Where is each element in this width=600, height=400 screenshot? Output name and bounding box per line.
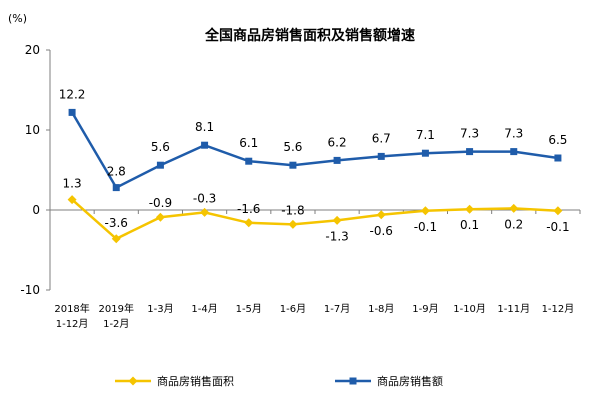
legend-label: 商品房销售额 — [377, 374, 443, 388]
data-label: -1.8 — [281, 203, 304, 217]
x-tick-label: 1-4月 — [191, 303, 217, 315]
series-line — [71, 111, 559, 190]
data-point — [510, 148, 518, 156]
legend-marker — [349, 377, 357, 385]
data-point — [112, 184, 120, 192]
data-point — [111, 234, 121, 244]
data-label: -0.3 — [193, 191, 216, 205]
legend: 商品房销售面积 商品房销售额 — [115, 374, 443, 388]
legend-item: 商品房销售面积 — [115, 374, 234, 388]
data-point — [554, 154, 562, 162]
y-tick-label: 20 — [25, 43, 40, 57]
data-label: 0.1 — [460, 218, 479, 232]
series-line — [71, 198, 558, 241]
x-tick-label: 1-8月 — [368, 303, 394, 315]
x-tick-label: 1-7月 — [324, 303, 350, 315]
data-label: 8.1 — [195, 120, 214, 134]
x-tick-label: 1-12月 — [542, 303, 575, 315]
data-label: 6.2 — [328, 135, 347, 149]
data-label: 0.2 — [504, 217, 523, 231]
data-point — [288, 219, 298, 229]
data-point — [509, 203, 519, 213]
data-point — [244, 218, 254, 228]
data-label: 7.3 — [460, 127, 479, 141]
data-point — [67, 195, 77, 205]
series-group: 1.3 -3.6 -0.9 -0.3 -1.6 -1.8 -1.3 -0.6 -0.1 0.1 0.… — [59, 87, 570, 243]
data-point — [200, 207, 210, 217]
data-label: -0.6 — [370, 224, 393, 238]
axes — [49, 50, 580, 290]
x-tick-label: 2019年 1-2月 — [99, 302, 134, 330]
data-label: 12.2 — [59, 87, 86, 101]
data-label: -1.6 — [237, 202, 260, 216]
data-label: 7.1 — [416, 128, 435, 142]
data-point — [156, 161, 164, 169]
y-tick-label: 10 — [25, 123, 40, 137]
data-point — [245, 157, 253, 165]
x-axis-ticks: 2018年 1-12月 2019年 1-2月 1-3月 1-4月 1-5月 1-6月 1-7月 1… — [49, 210, 581, 330]
data-point — [377, 152, 385, 160]
legend-marker — [128, 376, 138, 386]
data-point — [465, 204, 475, 214]
data-point — [420, 206, 430, 216]
legend-label: 商品房销售面积 — [157, 374, 234, 388]
x-tick-label: 1-5月 — [236, 303, 262, 315]
data-label: 6.1 — [239, 136, 258, 150]
data-point — [289, 161, 297, 169]
data-point — [553, 206, 563, 216]
x-tick-label: 1-3月 — [147, 303, 173, 315]
data-label: -0.1 — [414, 220, 437, 234]
x-tick-label: 1-6月 — [280, 303, 306, 315]
data-point — [332, 215, 342, 225]
chart-title: 全国商品房销售面积及销售额增速 — [204, 27, 415, 44]
data-label: -0.1 — [546, 220, 569, 234]
y-tick-label: 0 — [32, 203, 40, 217]
x-tick-label: 1-10月 — [453, 303, 486, 315]
data-label: -0.9 — [149, 196, 172, 210]
x-tick-label: 1-11月 — [497, 303, 530, 315]
series-1: 12.2 2.8 5.6 8.1 6.1 5.6 6.2 6.7 7.1 7.3 7.3 6.5 — [59, 87, 567, 192]
x-tick-label: 2018年 1-12月 — [54, 302, 89, 330]
data-point — [376, 210, 386, 220]
y-axis-unit: (%) — [8, 12, 27, 25]
data-label: -1.3 — [325, 229, 348, 243]
series-0: 1.3 -3.6 -0.9 -0.3 -1.6 -1.8 -1.3 -0.6 -0.1 0.1 0.… — [63, 177, 570, 244]
data-point — [201, 141, 209, 149]
data-label: 5.6 — [151, 140, 170, 154]
data-point — [68, 108, 76, 116]
data-label: 1.3 — [63, 177, 82, 191]
data-label: 7.3 — [504, 127, 523, 141]
data-label: 2.8 — [107, 165, 126, 179]
x-tick-label: 1-9月 — [412, 303, 438, 315]
data-label: 6.5 — [548, 133, 567, 147]
data-point — [421, 149, 429, 157]
data-label: 6.7 — [372, 131, 391, 145]
data-point — [466, 148, 474, 156]
legend-item: 商品房销售额 — [335, 374, 443, 388]
data-label: -3.6 — [105, 216, 128, 230]
y-tick-label: -10 — [20, 283, 40, 297]
data-point — [333, 156, 341, 164]
data-label: 5.6 — [283, 140, 302, 154]
y-axis-ticks: 20 10 0 -10 — [20, 43, 50, 297]
data-point — [155, 212, 165, 222]
